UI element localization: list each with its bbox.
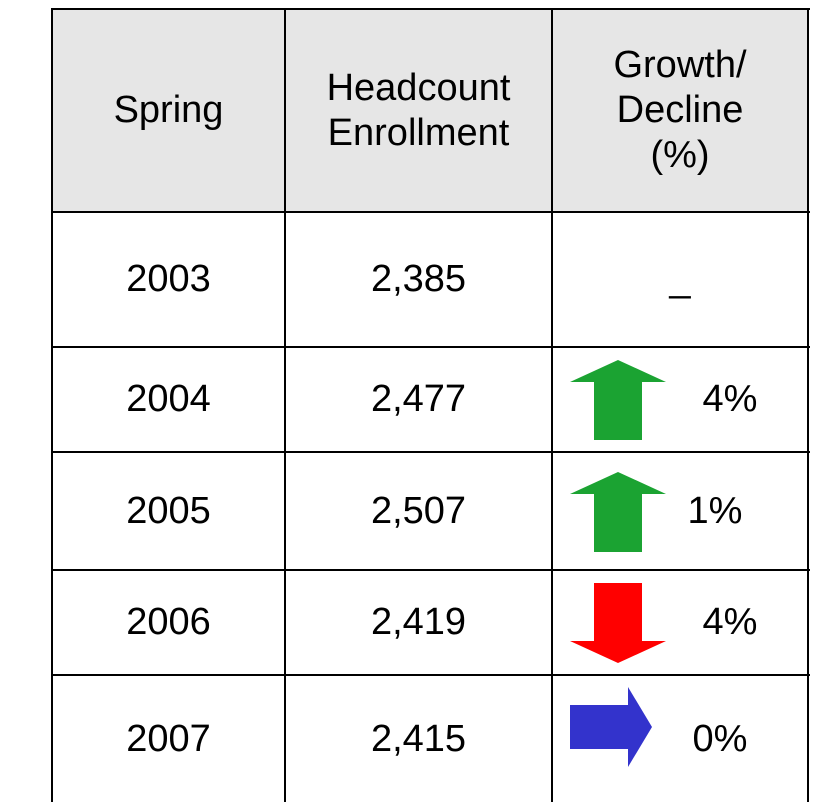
year-cell: 2007 (53, 676, 284, 802)
enrollment-cell: 2,419 (286, 571, 551, 674)
row-border (52, 346, 810, 348)
cell-text: 4% (702, 378, 758, 420)
header-cell: Spring (53, 10, 284, 211)
column-border (51, 8, 53, 802)
growth-cell: _ (553, 213, 807, 346)
year-cell: 2003 (53, 213, 284, 346)
cell-text: 2004 (126, 378, 211, 420)
cell-text: 4% (702, 601, 758, 643)
cell-text: 2006 (126, 601, 211, 643)
header-text: Growth/ (613, 44, 747, 86)
up-arrow (570, 360, 666, 440)
header-background (52, 8, 808, 212)
header-cell: Growth/ Decline (%) (553, 10, 807, 211)
cell-text: 2,415 (370, 717, 467, 760)
enrollment-cell: 2,415 (286, 676, 551, 802)
row-border (52, 8, 810, 10)
growth-cell: 4% (680, 348, 780, 451)
cell-text: 2,477 (370, 378, 467, 420)
year-cell: 2005 (53, 453, 284, 569)
enrollment-cell: 2,477 (286, 348, 551, 451)
row-border (52, 569, 810, 571)
enrollment-cell: 2,385 (286, 213, 551, 346)
header-text: Headcount (326, 66, 511, 109)
year-cell: 2004 (53, 348, 284, 451)
column-border (551, 8, 553, 802)
cell-text: 2007 (126, 717, 211, 760)
cell-text: 2,385 (370, 258, 467, 300)
row-border (52, 451, 810, 453)
column-border (284, 8, 286, 802)
cell-text: 2003 (126, 258, 211, 300)
column-border (807, 8, 809, 802)
cell-text: 1% (687, 489, 743, 532)
cell-text: 2005 (126, 489, 211, 532)
enrollment-cell: 2,507 (286, 453, 551, 569)
right-arrow (570, 687, 652, 767)
cell-text: _ (669, 258, 691, 300)
cell-text: 2,419 (370, 601, 467, 643)
header-text: (%) (650, 134, 710, 176)
growth-cell: 4% (680, 571, 780, 674)
down-arrow (570, 583, 666, 663)
cell-text: 2,507 (370, 489, 467, 532)
header-text: Decline (616, 89, 744, 131)
growth-cell: 0% (670, 676, 770, 802)
year-cell: 2006 (53, 571, 284, 674)
row-border (52, 211, 810, 213)
growth-cell: 1% (665, 453, 765, 569)
up-arrow (570, 472, 666, 552)
header-text: Enrollment (327, 111, 510, 154)
header-cell: Headcount Enrollment (286, 10, 551, 211)
cell-text: 0% (692, 717, 748, 760)
row-border (52, 674, 810, 676)
header-text: Spring (113, 89, 224, 131)
